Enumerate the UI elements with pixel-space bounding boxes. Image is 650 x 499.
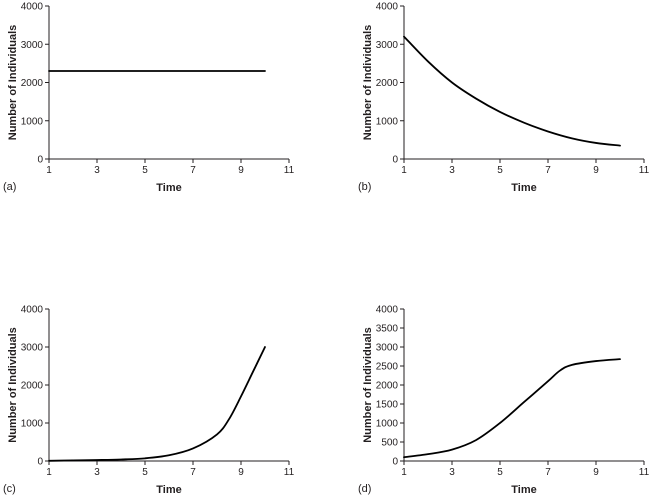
y-tick-label: 3000	[21, 40, 44, 51]
y-tick-label: 4000	[21, 305, 44, 316]
x-tick-label: 11	[639, 165, 650, 176]
x-tick-label: 5	[497, 165, 503, 176]
series-line	[403, 358, 621, 459]
y-tick-label: 0	[392, 457, 398, 468]
y-tick-label: 1500	[376, 400, 399, 411]
y-tick-label: 4000	[21, 2, 44, 13]
y-tick-label: 2500	[376, 362, 399, 373]
x-axis-title: Time	[511, 484, 536, 496]
x-axis-title: Time	[156, 182, 181, 194]
x-tick-label: 1	[46, 467, 52, 478]
x-tick-label: 3	[449, 165, 455, 176]
y-tick-label: 4000	[376, 305, 399, 316]
chart-panel-1: 0 1000 2000 3000 4000 1 3 5 7 9 11 Time Number of In…	[3, 2, 295, 195]
x-tick-label: 11	[639, 467, 650, 478]
x-tick-label: 5	[497, 467, 503, 478]
y-tick-label: 3000	[376, 343, 399, 354]
x-tick-label: 7	[190, 467, 196, 478]
x-tick-label: 3	[94, 467, 100, 478]
y-tick-label: 500	[381, 438, 398, 449]
y-tick-label: 2000	[21, 78, 44, 89]
y-tick-label: 2000	[376, 78, 399, 89]
panel-label: (b)	[358, 181, 371, 193]
x-tick-label: 3	[94, 165, 100, 176]
x-tick-label: 3	[449, 467, 455, 478]
y-axis-title: Number of Individuals	[7, 25, 19, 141]
x-tick-label: 9	[238, 467, 244, 478]
x-tick-label: 1	[401, 467, 407, 478]
chart-panel-4: 0 500 1000 1500 2000 2500 3000 3500 4000 1 3 5 7 9 11 T…	[358, 305, 650, 497]
x-tick-label: 11	[284, 165, 295, 176]
x-tick-label: 9	[593, 165, 599, 176]
panel-label: (c)	[3, 483, 16, 495]
x-tick-label: 9	[238, 165, 244, 176]
y-tick-label: 3000	[376, 40, 399, 51]
y-tick-label: 1000	[376, 116, 399, 127]
y-axis-title: Number of Individuals	[7, 327, 19, 443]
x-tick-label: 1	[401, 165, 407, 176]
series-line	[403, 35, 621, 147]
x-axis-title: Time	[156, 484, 181, 496]
y-tick-label: 3500	[376, 324, 399, 335]
x-tick-label: 7	[545, 467, 551, 478]
y-tick-label: 1000	[21, 116, 44, 127]
x-tick-label: 5	[142, 165, 148, 176]
series-line	[48, 346, 266, 462]
y-tick-label: 1000	[376, 419, 399, 430]
y-tick-label: 3000	[21, 343, 44, 354]
y-axis-title: Number of Individuals	[362, 25, 374, 141]
x-tick-label: 11	[284, 467, 295, 478]
y-tick-label: 1000	[21, 419, 44, 430]
y-tick-label: 2000	[21, 381, 44, 392]
chart-panel-3: 0 1000 2000 3000 4000 1 3 5 7 9 11 Time Number of In…	[3, 305, 295, 497]
y-tick-label: 0	[37, 155, 43, 166]
y-tick-label: 2000	[376, 381, 399, 392]
y-tick-label: 4000	[376, 2, 399, 13]
y-axis-title: Number of Individuals	[362, 327, 374, 443]
y-tick-label: 0	[37, 457, 43, 468]
x-tick-label: 9	[593, 467, 599, 478]
y-tick-label: 0	[392, 155, 398, 166]
panel-label: (d)	[358, 483, 371, 495]
x-tick-label: 1	[46, 165, 52, 176]
chart-panel-2: 0 1000 2000 3000 4000 1 3 5 7 9 11 Time Number of In…	[358, 2, 650, 195]
x-axis-title: Time	[511, 182, 536, 194]
x-tick-label: 5	[142, 467, 148, 478]
x-tick-label: 7	[190, 165, 196, 176]
x-tick-label: 7	[545, 165, 551, 176]
panel-label: (a)	[3, 181, 16, 193]
